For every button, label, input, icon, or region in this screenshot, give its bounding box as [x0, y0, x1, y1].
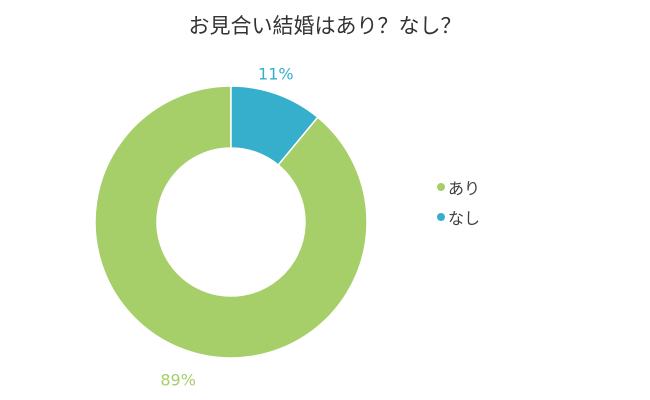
slice-なし[interactable]	[230, 85, 319, 167]
chart-title: お見合い結婚はあり？なし？	[188, 14, 462, 38]
legend-label-ari: あり	[448, 179, 481, 198]
slice-あり[interactable]	[94, 85, 368, 359]
legend-item-ari[interactable]: あり	[437, 172, 480, 202]
data-label-あり: 89%	[160, 370, 196, 389]
legend: あり なし	[437, 172, 480, 232]
legend-label-nashi: なし	[448, 209, 481, 228]
legend-marker-ari	[437, 183, 445, 191]
legend-marker-nashi	[437, 213, 445, 221]
legend-item-nashi[interactable]: なし	[437, 202, 480, 232]
data-label-なし: 11%	[258, 65, 294, 84]
